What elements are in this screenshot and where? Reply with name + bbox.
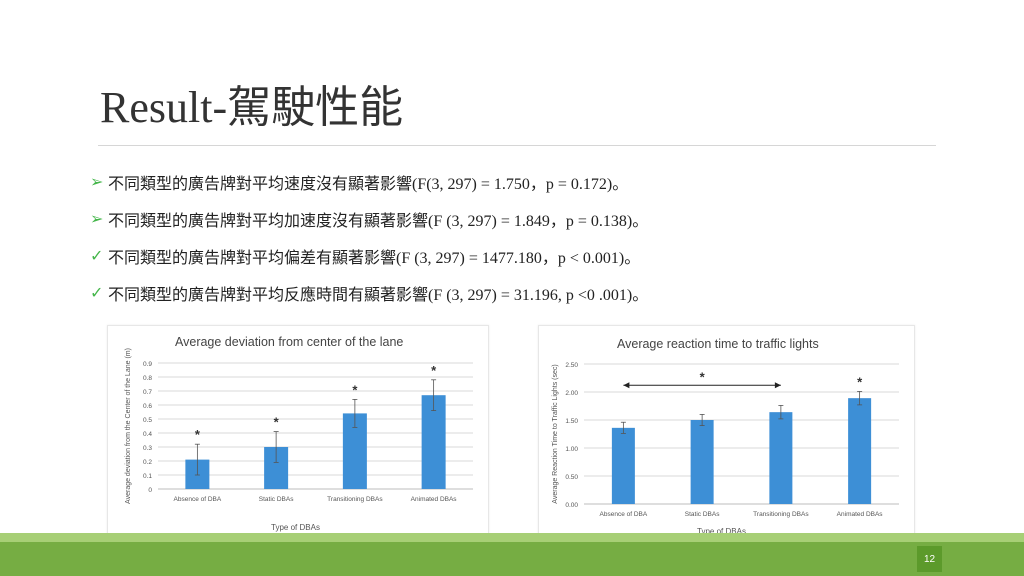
bullet-item: ✓ 不同類型的廣告牌對平均偏差有顯著影響(F (3, 297) = 1477.1… xyxy=(90,237,970,274)
bar xyxy=(769,412,793,504)
checkmark-bullet-icon: ✓ xyxy=(90,247,104,265)
significance-star: * xyxy=(431,363,437,378)
y-tick-label: 2.50 xyxy=(565,362,578,369)
chart-title: Average deviation from center of the lan… xyxy=(175,335,403,349)
x-tick-label: Transitioning DBAs xyxy=(327,496,383,503)
bullet-text: 不同類型的廣告牌對平均偏差有顯著影響(F (3, 297) = 1477.180… xyxy=(108,249,641,267)
y-tick-label: 0.3 xyxy=(143,445,152,452)
bullet-item: ➢ 不同類型的廣告牌對平均加速度沒有顯著影響(F (3, 297) = 1.84… xyxy=(90,200,970,237)
y-tick-label: 0.9 xyxy=(143,361,152,368)
checkmark-bullet-icon: ✓ xyxy=(90,284,104,302)
y-tick-label: 1.00 xyxy=(565,446,578,453)
x-tick-label: Transitioning DBAs xyxy=(753,511,809,518)
significance-star: * xyxy=(352,382,358,397)
x-tick-label: Animated DBAs xyxy=(837,511,884,518)
significance-star: * xyxy=(274,415,280,430)
bullet-text: 不同類型的廣告牌對平均加速度沒有顯著影響(F (3, 297) = 1.849，… xyxy=(108,212,649,230)
y-tick-label: 0.00 xyxy=(565,502,578,509)
reaction-time-chart-svg: Average reaction time to traffic lights 0… xyxy=(552,337,899,536)
bullet-list: ➢ 不同類型的廣告牌對平均速度沒有顯著影響(F(3, 297) = 1.750，… xyxy=(90,163,970,311)
significance-star: * xyxy=(195,427,201,442)
significance-star: * xyxy=(857,374,863,389)
bracket-arrow-left xyxy=(623,382,630,389)
bar xyxy=(611,427,635,504)
x-axis-label: Type of DBAs xyxy=(271,523,320,532)
y-tick-label: 0.1 xyxy=(143,473,152,480)
title-divider xyxy=(98,145,936,146)
slide-title: Result-駕駛性能 xyxy=(100,83,404,132)
bar xyxy=(848,398,872,504)
x-tick-label: Static DBAs xyxy=(259,496,294,503)
reaction-time-chart: Average reaction time to traffic lights 0… xyxy=(538,325,915,555)
x-axis-label: Type of DBAs xyxy=(697,527,746,536)
y-tick-label: 2.00 xyxy=(565,390,578,397)
y-axis-label: Average Reaction Time to Traffic Lights … xyxy=(552,364,559,503)
y-tick-label: 0.4 xyxy=(143,431,152,438)
bullet-text: 不同類型的廣告牌對平均速度沒有顯著影響(F(3, 297) = 1.750，p … xyxy=(108,175,629,193)
x-tick-label: Absence of DBA xyxy=(600,511,648,518)
y-tick-label: 0.2 xyxy=(143,459,152,466)
bullet-item: ✓ 不同類型的廣告牌對平均反應時間有顯著影響(F (3, 297) = 31.1… xyxy=(90,274,970,311)
bullet-text: 不同類型的廣告牌對平均反應時間有顯著影響(F (3, 297) = 31.196… xyxy=(108,286,649,304)
bracket-arrow-right xyxy=(774,382,781,389)
x-tick-label: Animated DBAs xyxy=(411,496,458,503)
y-tick-label: 0.7 xyxy=(143,389,152,396)
deviation-chart-svg: Average deviation from center of the lan… xyxy=(125,335,473,532)
footer-band-light xyxy=(0,533,1024,542)
deviation-chart: Average deviation from center of the lan… xyxy=(107,325,489,552)
y-tick-label: 1.50 xyxy=(565,418,578,425)
x-tick-label: Absence of DBA xyxy=(174,496,222,503)
y-tick-label: 0 xyxy=(148,487,152,494)
chart-title: Average reaction time to traffic lights xyxy=(617,337,819,351)
bullet-item: ➢ 不同類型的廣告牌對平均速度沒有顯著影響(F(3, 297) = 1.750，… xyxy=(90,163,970,200)
y-tick-label: 0.5 xyxy=(143,417,152,424)
significance-star: * xyxy=(700,369,706,384)
arrow-bullet-icon: ➢ xyxy=(90,173,104,191)
y-tick-label: 0.50 xyxy=(565,474,578,481)
footer-band xyxy=(0,542,1024,576)
y-tick-label: 0.6 xyxy=(143,403,152,410)
y-axis-label: Average deviation from the Center of the… xyxy=(125,348,132,504)
y-tick-label: 0.8 xyxy=(143,375,152,382)
arrow-bullet-icon: ➢ xyxy=(90,210,104,228)
bar xyxy=(690,420,714,504)
page-number: 12 xyxy=(917,546,942,572)
x-tick-label: Static DBAs xyxy=(685,511,720,518)
